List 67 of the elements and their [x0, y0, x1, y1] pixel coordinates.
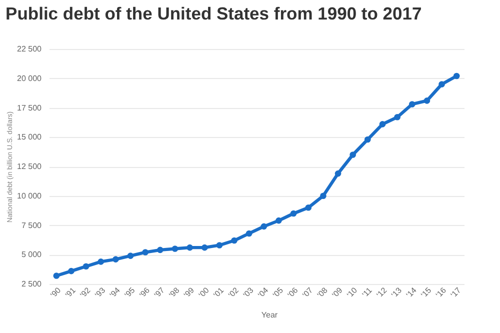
x-axis-title: Year	[261, 310, 278, 320]
point	[408, 101, 416, 108]
x-tick-label: '07	[300, 285, 315, 300]
y-tick-label: 20 000	[17, 74, 42, 83]
point	[172, 246, 178, 252]
point	[424, 98, 430, 104]
y-tick-label: 7 500	[21, 220, 42, 230]
x-tick-label: '04	[256, 285, 270, 300]
x-tick-label: '00	[197, 285, 212, 300]
point	[364, 136, 371, 143]
point	[112, 256, 119, 262]
x-tick-label: '05	[271, 285, 286, 300]
point	[305, 204, 312, 211]
point	[157, 246, 164, 254]
y-tick-label: 22 500	[17, 44, 42, 54]
chart-title: Public debt of the United States from 1990 to 2017	[6, 4, 422, 24]
x-tick-label: '12	[374, 285, 390, 300]
point	[290, 210, 297, 217]
y-tick-label: 10 000	[17, 191, 42, 200]
point	[260, 223, 268, 230]
point	[438, 81, 445, 88]
x-tick-label: '11	[360, 285, 374, 300]
x-tick-label: '14	[404, 285, 419, 300]
x-tick-label: '91	[64, 285, 78, 300]
point	[334, 170, 342, 177]
x-tick-label: '92	[78, 285, 93, 300]
y-tick-label: 12 500	[17, 162, 42, 171]
x-tick-label: '97	[152, 285, 167, 300]
x-tick-label: '06	[286, 285, 300, 300]
point	[98, 258, 104, 265]
point	[82, 263, 90, 270]
point	[68, 268, 74, 274]
x-tick-label: '09	[330, 285, 345, 300]
x-tick-label: '16	[434, 285, 448, 300]
x-tick-label: '90	[48, 285, 63, 300]
point	[186, 244, 193, 251]
x-tick-label: '93	[93, 285, 108, 300]
point	[379, 121, 386, 128]
x-tick-label: '94	[108, 285, 122, 300]
point	[142, 249, 148, 256]
point	[216, 242, 223, 248]
point	[394, 114, 400, 120]
point	[231, 237, 238, 244]
x-tick-label: '02	[226, 285, 241, 300]
point	[453, 72, 460, 80]
y-tick-label: 15 000	[17, 132, 42, 142]
y-tick-label: 17 500	[17, 103, 42, 112]
x-tick-label: '95	[122, 285, 138, 300]
y-tick-label: 5 000	[21, 250, 42, 260]
point	[320, 192, 326, 200]
x-tick-label: '17	[449, 285, 464, 300]
point	[246, 230, 252, 237]
point	[201, 244, 208, 251]
point	[350, 152, 356, 158]
x-tick-label: '03	[242, 285, 256, 300]
y-tick-label: 2 500	[21, 280, 42, 288]
x-tick-label: '01	[212, 285, 226, 300]
x-tick-label: '99	[182, 285, 196, 300]
x-tick-label: '96	[138, 285, 152, 300]
x-tick-label: '10	[345, 285, 360, 300]
x-tick-label: '13	[390, 285, 404, 300]
point	[127, 252, 134, 259]
x-tick-label: '08	[316, 285, 330, 300]
point	[276, 217, 282, 224]
point	[53, 272, 60, 279]
x-tick-label: '98	[167, 285, 182, 300]
x-tick-label: '15	[419, 285, 434, 300]
